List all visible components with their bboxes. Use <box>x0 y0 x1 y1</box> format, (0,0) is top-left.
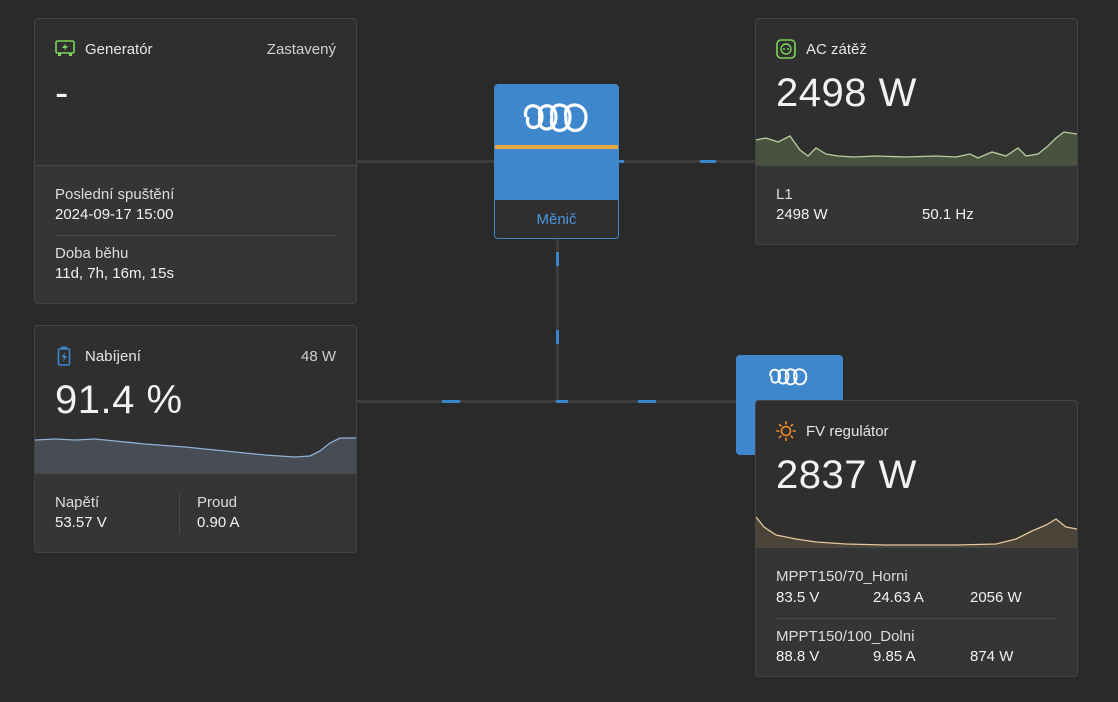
flow-indicator <box>442 400 460 403</box>
victron-logo-icon <box>769 368 808 386</box>
charger-voltage: 88.8 V <box>776 648 820 665</box>
battery-charging-icon <box>55 346 75 366</box>
divider <box>179 494 180 534</box>
phase-label: L1 <box>776 186 793 203</box>
generator-state: Zastavený <box>266 40 336 58</box>
voltage-value: 53.57 V <box>55 514 107 531</box>
flow-indicator <box>556 252 559 266</box>
voltage-label: Napětí <box>55 494 100 511</box>
solar-title: FV regulátor <box>806 422 889 440</box>
inverter-acload-connection <box>618 160 756 163</box>
inverter-label-area: Měnič <box>495 200 618 238</box>
last-start-label: Poslední spuštění <box>55 186 175 203</box>
charger-name: MPPT150/100_Dolni <box>776 628 915 645</box>
ac-load-sparkline <box>756 131 1077 166</box>
charger-voltage: 83.5 V <box>776 589 820 606</box>
ac-load-card[interactable]: AC zátěž 2498 W L1 2498 W 50.1 Hz <box>755 18 1078 245</box>
generator-value: - <box>55 71 69 115</box>
generator-details: Poslední spuštění 2024-09-17 15:00 Doba … <box>35 165 356 303</box>
charger-current: 24.63 A <box>873 589 924 606</box>
solar-card[interactable]: FV regulátor 2837 W MPPT150/70_Horni 83.… <box>755 400 1078 677</box>
current-value: 0.90 A <box>197 514 240 531</box>
solar-sparkline <box>756 516 1077 547</box>
generator-icon <box>55 39 75 59</box>
flow-indicator <box>556 330 559 344</box>
ac-load-header: AC zátěž <box>776 39 1057 59</box>
battery-power: 48 W <box>300 347 336 365</box>
runtime-label: Doba běhu <box>55 245 129 262</box>
generator-inverter-connection <box>356 160 496 163</box>
inverter-dcbus-connection <box>556 238 559 402</box>
inverter-card[interactable]: Měnič <box>494 84 619 239</box>
inverter-label: Měnič <box>536 210 577 228</box>
ac-load-details: L1 2498 W 50.1 Hz <box>756 165 1077 244</box>
solar-details: MPPT150/70_Horni 83.5 V 24.63 A 2056 W M… <box>756 547 1077 676</box>
divider <box>776 618 1057 619</box>
generator-header: Generatór Zastavený <box>55 39 336 59</box>
inverter-accent-bar <box>495 145 618 149</box>
battery-details: Napětí 53.57 V Proud 0.90 A <box>35 473 356 552</box>
charger-current: 9.85 A <box>873 648 916 665</box>
flow-indicator <box>556 400 568 403</box>
outlet-icon <box>776 39 796 59</box>
ac-load-value: 2498 W <box>776 71 917 115</box>
battery-title: Nabíjení <box>85 347 141 365</box>
battery-card[interactable]: Nabíjení 48 W 91.4 % Napětí 53.57 V Prou… <box>34 325 357 553</box>
last-start-value: 2024-09-17 15:00 <box>55 206 174 223</box>
battery-sparkline <box>35 437 356 473</box>
ac-load-title: AC zátěž <box>806 40 867 58</box>
flow-indicator <box>618 160 624 163</box>
battery-header: Nabíjení 48 W <box>55 346 336 366</box>
runtime-value: 11d, 7h, 16m, 15s <box>55 265 174 282</box>
inverter-body <box>495 85 618 201</box>
generator-title: Generatór <box>85 40 153 58</box>
flow-indicator <box>638 400 656 403</box>
solar-header: FV regulátor <box>776 421 1057 441</box>
flow-indicator <box>700 160 716 163</box>
dcbus-connection <box>356 400 756 403</box>
charger-power: 2056 W <box>970 589 1022 606</box>
phase-frequency: 50.1 Hz <box>922 206 974 223</box>
phase-power: 2498 W <box>776 206 828 223</box>
charger-power: 874 W <box>970 648 1014 665</box>
victron-logo-icon <box>523 103 588 133</box>
battery-soc: 91.4 % <box>55 378 183 422</box>
charger-name: MPPT150/70_Horni <box>776 568 908 585</box>
current-label: Proud <box>197 494 238 511</box>
generator-card[interactable]: Generatór Zastavený - Poslední spuštění … <box>34 18 357 304</box>
divider <box>55 235 336 236</box>
solar-value: 2837 W <box>776 453 917 497</box>
sun-icon <box>776 421 796 441</box>
